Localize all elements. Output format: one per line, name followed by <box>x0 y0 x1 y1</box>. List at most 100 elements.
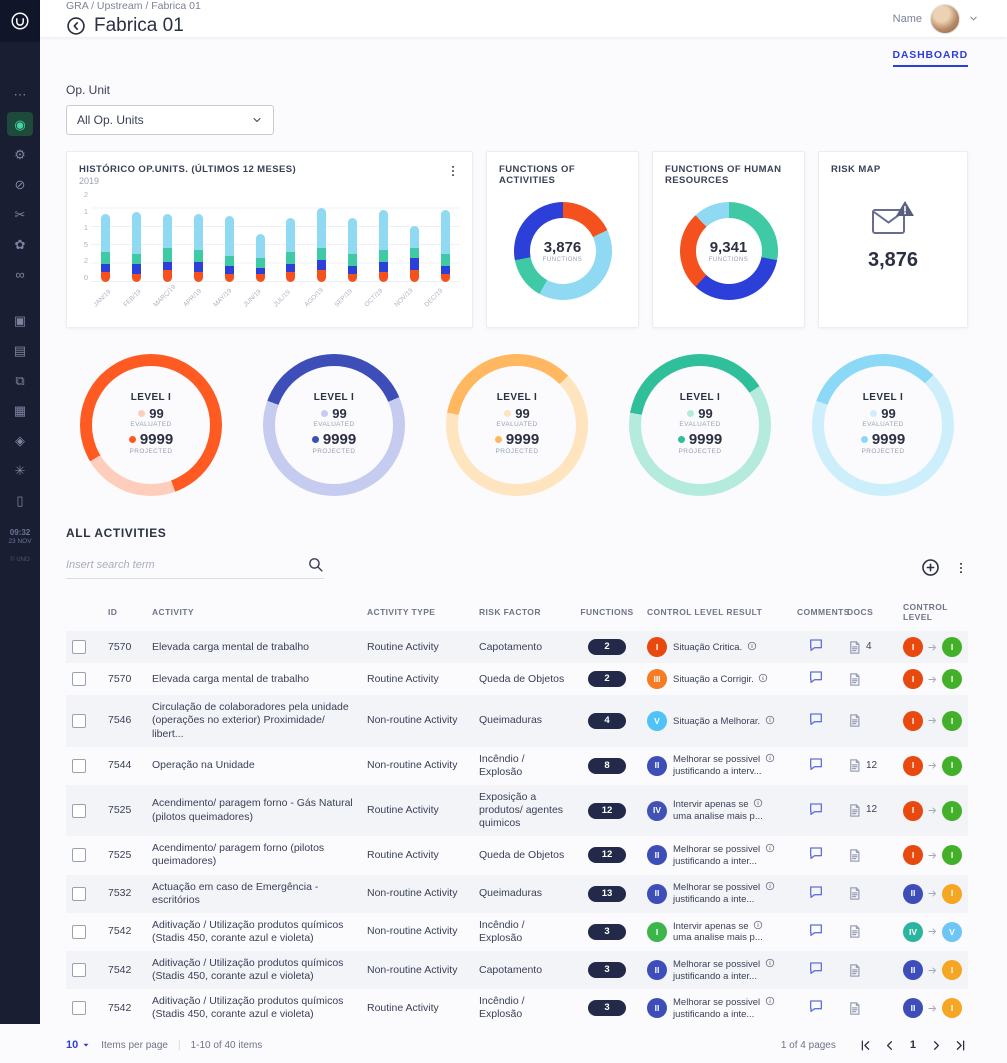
grid-icon[interactable]: ▦ <box>13 402 27 418</box>
scissors-icon[interactable]: ✂ <box>14 206 26 222</box>
cell-functions: 3 <box>573 951 641 989</box>
col-docs: DOCS <box>847 607 874 617</box>
functions-badge: 8 <box>588 757 626 774</box>
first-page-icon[interactable] <box>858 1038 873 1053</box>
table-row: 7570 Elevada carga mental de trabalho Ro… <box>66 631 968 664</box>
tab-dashboard[interactable]: DASHBOARD <box>892 49 968 67</box>
add-activity-button[interactable] <box>921 558 940 577</box>
info-icon[interactable] <box>765 958 775 968</box>
docs-icon[interactable] <box>847 803 862 818</box>
info-icon[interactable] <box>765 996 775 1006</box>
row-checkbox[interactable] <box>72 848 86 863</box>
docs-icon[interactable] <box>847 672 862 687</box>
user-name-label: Name <box>892 12 922 25</box>
target-icon[interactable]: ◉ <box>7 112 33 136</box>
docs-icon[interactable] <box>847 963 862 978</box>
comments-icon[interactable] <box>808 637 824 653</box>
cell-docs <box>841 695 897 746</box>
cell-activity: Aditivação / Utilização produtos químico… <box>152 918 344 944</box>
asterisk-icon[interactable]: ✳ <box>14 462 26 478</box>
avatar <box>930 3 960 34</box>
bar-DEC/19 <box>440 210 450 282</box>
info-icon[interactable] <box>758 673 768 683</box>
bar-FEB/19 <box>131 212 141 282</box>
activities-menu-icon[interactable] <box>954 561 968 575</box>
info-icon[interactable] <box>747 641 757 651</box>
historico-title: HISTÓRICO OP.UNITS. (ÚLTIMOS 12 MESES) <box>79 164 297 175</box>
docs-icon[interactable] <box>847 886 862 901</box>
page-size-select[interactable]: 10 <box>66 1039 91 1051</box>
next-page-icon[interactable] <box>929 1038 944 1053</box>
rows-icon[interactable]: ▤ <box>13 342 27 358</box>
uno-logo-icon[interactable] <box>0 0 40 42</box>
flower-icon[interactable]: ✿ <box>14 236 26 252</box>
comments-icon[interactable] <box>808 845 824 861</box>
image-icon[interactable]: ▣ <box>13 312 27 328</box>
docs-icon[interactable] <box>847 924 862 939</box>
functions-activities-unit: FUNCTIONS <box>542 256 583 263</box>
row-checkbox[interactable] <box>72 886 86 901</box>
docs-icon[interactable] <box>847 640 862 655</box>
diamond-icon[interactable]: ◈ <box>15 432 25 448</box>
cell-risk-factor: Incêndio / Explosão <box>479 752 525 778</box>
row-checkbox[interactable] <box>72 803 86 818</box>
comments-icon[interactable] <box>808 711 824 727</box>
cell-docs <box>841 875 897 913</box>
comments-icon[interactable] <box>808 884 824 900</box>
row-checkbox[interactable] <box>72 924 86 939</box>
row-checkbox[interactable] <box>72 963 86 978</box>
projected-value: 9999 <box>688 431 723 448</box>
user-menu[interactable]: Name <box>892 3 979 34</box>
ban-icon[interactable]: ⊘ <box>14 176 26 192</box>
table-row: 7570 Elevada carga mental de trabalho Ro… <box>66 663 968 695</box>
copy-icon[interactable]: ⧉ <box>15 372 25 388</box>
col-comments: COMMENTS <box>797 607 850 617</box>
docs-icon[interactable] <box>847 713 862 728</box>
row-checkbox[interactable] <box>72 1001 86 1016</box>
cell-comments <box>791 989 841 1027</box>
cell-activity-type: Non-routine Activity <box>367 925 458 938</box>
info-icon[interactable] <box>765 753 775 763</box>
table-row: 7542 Aditivação / Utilização produtos qu… <box>66 989 968 1027</box>
search-input[interactable] <box>66 558 307 571</box>
cell-control-level: IV V <box>897 913 968 951</box>
app-root: ⋯ ◉ ⚙ ⊘ ✂ ✿ ∞ ▣ ▤ ⧉ ▦ ◈ ✳ ▯ 09:32 23 NOV © UNO GRA /… <box>0 0 979 1051</box>
chart-menu-icon[interactable] <box>446 164 460 178</box>
cell-activity-type: Non-routine Activity <box>367 714 458 727</box>
info-icon[interactable] <box>753 920 763 930</box>
docs-icon[interactable] <box>847 848 862 863</box>
prev-page-icon[interactable] <box>882 1038 897 1053</box>
row-checkbox[interactable] <box>72 672 86 687</box>
evaluated-dot <box>504 410 512 417</box>
info-icon[interactable] <box>765 881 775 891</box>
col-control-level: CONTROL LEVEL <box>903 602 948 622</box>
search-icon[interactable] <box>307 556 324 573</box>
comments-icon[interactable] <box>808 922 824 938</box>
comments-icon[interactable] <box>808 756 824 772</box>
comments-icon[interactable] <box>808 960 824 976</box>
more-horizontal-icon[interactable]: ⋯ <box>13 86 27 102</box>
row-checkbox[interactable] <box>72 758 86 773</box>
projected-value: 9999 <box>505 431 540 448</box>
last-page-icon[interactable] <box>953 1038 968 1053</box>
op-unit-select[interactable]: All Op. Units <box>66 105 274 135</box>
file-icon[interactable]: ▯ <box>16 492 24 508</box>
cell-risk-factor: Capotamento <box>479 963 543 976</box>
info-icon[interactable] <box>765 715 775 725</box>
current-page[interactable]: 1 <box>909 1039 916 1051</box>
gear-icon[interactable]: ⚙ <box>14 146 26 162</box>
row-checkbox[interactable] <box>72 713 86 728</box>
docs-icon[interactable] <box>847 758 862 773</box>
cell-id: 7544 <box>108 759 132 772</box>
comments-icon[interactable] <box>808 669 824 685</box>
row-checkbox[interactable] <box>72 640 86 655</box>
back-button[interactable] <box>66 16 86 36</box>
comments-icon[interactable] <box>808 801 824 817</box>
docs-icon[interactable] <box>847 1001 862 1016</box>
infinity-icon[interactable]: ∞ <box>15 266 25 282</box>
table-row: 7525 Acendimento/ paragem forno (pilotos… <box>66 836 968 874</box>
comments-icon[interactable] <box>808 998 824 1014</box>
info-icon[interactable] <box>765 843 775 853</box>
projected-dot <box>311 436 319 443</box>
info-icon[interactable] <box>753 798 763 808</box>
